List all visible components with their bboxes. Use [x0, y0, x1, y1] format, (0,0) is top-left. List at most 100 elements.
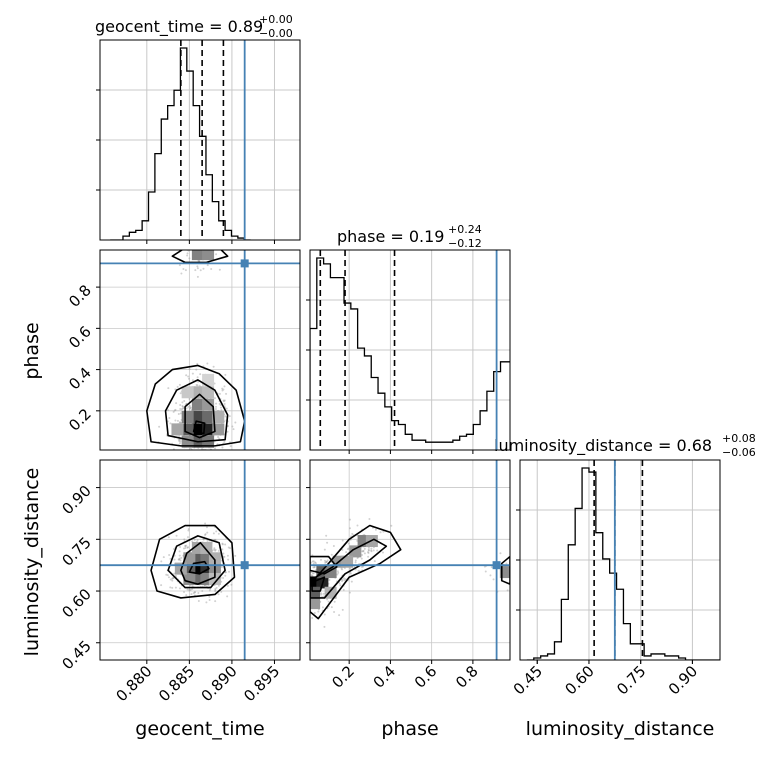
sample-point	[214, 549, 217, 552]
sample-point	[348, 518, 351, 521]
sample-point	[172, 576, 175, 579]
sample-point	[297, 594, 299, 596]
sample-point	[323, 559, 326, 562]
sample-point	[192, 592, 195, 595]
sample-point	[356, 524, 359, 527]
sample-point	[220, 565, 223, 568]
sample-point	[313, 611, 316, 614]
sample-point	[320, 592, 323, 595]
sample-point	[224, 415, 227, 418]
sample-point	[208, 598, 211, 601]
density-cell	[324, 586, 337, 599]
density-cell	[310, 597, 321, 610]
sample-point	[214, 588, 217, 591]
sample-point	[203, 454, 205, 456]
sample-point	[175, 534, 178, 537]
scatter-panel-geocent-time-vs-luminosity-distance	[100, 460, 300, 660]
density-cell	[181, 386, 194, 399]
scatter-panel-phase-vs-luminosity-distance	[295, 460, 524, 660]
sample-point	[304, 582, 306, 584]
sample-point	[320, 558, 323, 561]
sample-point	[180, 272, 183, 275]
sample-point	[181, 453, 183, 455]
sample-point	[307, 567, 309, 569]
title-geocent-time-main: geocent_time = 0.89	[95, 17, 263, 37]
sample-point	[214, 447, 217, 450]
sample-point	[177, 413, 180, 416]
xtick-label: 0.890	[198, 662, 241, 705]
sample-point	[325, 561, 328, 564]
density-cell	[208, 572, 221, 585]
sample-point	[169, 557, 172, 560]
ytick-label: 0.6	[65, 322, 95, 352]
sample-point	[206, 539, 209, 542]
sample-point	[217, 549, 220, 552]
sample-point	[178, 587, 181, 590]
truth-marker	[240, 259, 249, 268]
sample-point	[171, 577, 174, 580]
sample-point	[184, 545, 187, 548]
sample-point	[360, 557, 363, 560]
sample-point	[522, 587, 524, 589]
sample-point	[390, 524, 393, 527]
sample-point	[349, 567, 352, 570]
sample-point	[356, 557, 359, 560]
sample-point	[361, 565, 364, 568]
sample-point	[179, 559, 182, 562]
sample-point	[303, 593, 305, 595]
sample-point	[183, 591, 186, 594]
sample-point	[191, 585, 194, 588]
sample-point	[312, 562, 315, 565]
sample-point	[338, 582, 341, 585]
sample-point	[367, 555, 370, 558]
title-phase-sup: +0.24	[448, 223, 482, 236]
sample-point	[490, 566, 493, 569]
sample-point	[172, 548, 175, 551]
sample-point	[224, 574, 227, 577]
ytick-label: 0.8	[65, 281, 95, 311]
sample-point	[215, 253, 218, 256]
sample-point	[223, 440, 226, 443]
sample-point	[223, 385, 226, 388]
sample-point	[172, 577, 175, 580]
sample-point	[185, 374, 188, 377]
ytick-label: 0.4	[65, 364, 95, 394]
sample-point	[214, 590, 217, 593]
sample-point	[190, 593, 193, 596]
sample-point	[354, 559, 357, 562]
scatter-frame	[99, 249, 301, 451]
sample-point	[174, 455, 176, 457]
sample-point	[215, 405, 218, 408]
sample-point	[311, 560, 314, 563]
sample-point	[191, 372, 194, 375]
sample-point	[162, 556, 165, 559]
sample-point	[333, 600, 336, 603]
sample-point	[213, 548, 216, 551]
xtick-label: 0.885	[155, 662, 198, 705]
sample-point	[191, 379, 194, 382]
sample-point	[295, 604, 297, 606]
sample-point	[175, 402, 178, 405]
sample-point	[360, 565, 363, 568]
sample-point	[196, 362, 199, 365]
sample-point	[368, 518, 371, 521]
sample-point	[212, 237, 214, 239]
sample-point	[363, 547, 366, 550]
density-cell	[181, 411, 194, 424]
sample-point	[344, 578, 347, 581]
sample-point	[327, 600, 330, 603]
sample-point	[307, 571, 309, 573]
sample-point	[222, 552, 225, 555]
sample-point	[222, 388, 225, 391]
sample-point	[212, 452, 214, 454]
sample-point	[332, 544, 335, 547]
sample-point	[234, 421, 237, 424]
sample-point	[181, 405, 184, 408]
sample-point	[367, 551, 370, 554]
sample-point	[209, 456, 211, 458]
sample-point	[307, 571, 309, 573]
sample-point	[361, 550, 364, 553]
sample-point	[306, 596, 308, 598]
sample-point	[349, 572, 352, 575]
